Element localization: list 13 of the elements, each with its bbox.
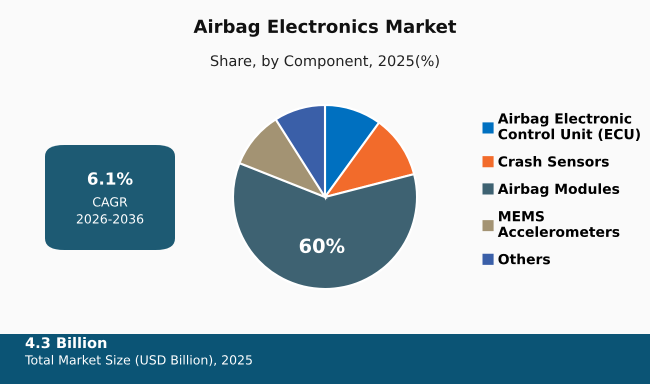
text: CAGR	[92, 197, 128, 207]
legend-label: Others	[498, 254, 550, 264]
data-label: 60%	[300, 238, 344, 254]
legend-label: Airbag Electronic Control Unit (ECU)	[498, 112, 640, 142]
legend-label: Crash Sensors	[498, 156, 609, 167]
chart-title: Airbag Electronics Market	[194, 19, 456, 37]
legend-label: Airbag Modules	[498, 183, 620, 197]
text: 6.1%	[88, 172, 133, 185]
legend-label: MEMS Accelerometers	[498, 210, 620, 238]
chart-subtitle: Share, by Component, 2025(%)	[210, 54, 439, 70]
text: 4.3 Billion	[26, 336, 106, 348]
text: Total Market Size (USD Billion), 2025	[24, 354, 252, 366]
text: 2026-2036	[76, 214, 144, 224]
